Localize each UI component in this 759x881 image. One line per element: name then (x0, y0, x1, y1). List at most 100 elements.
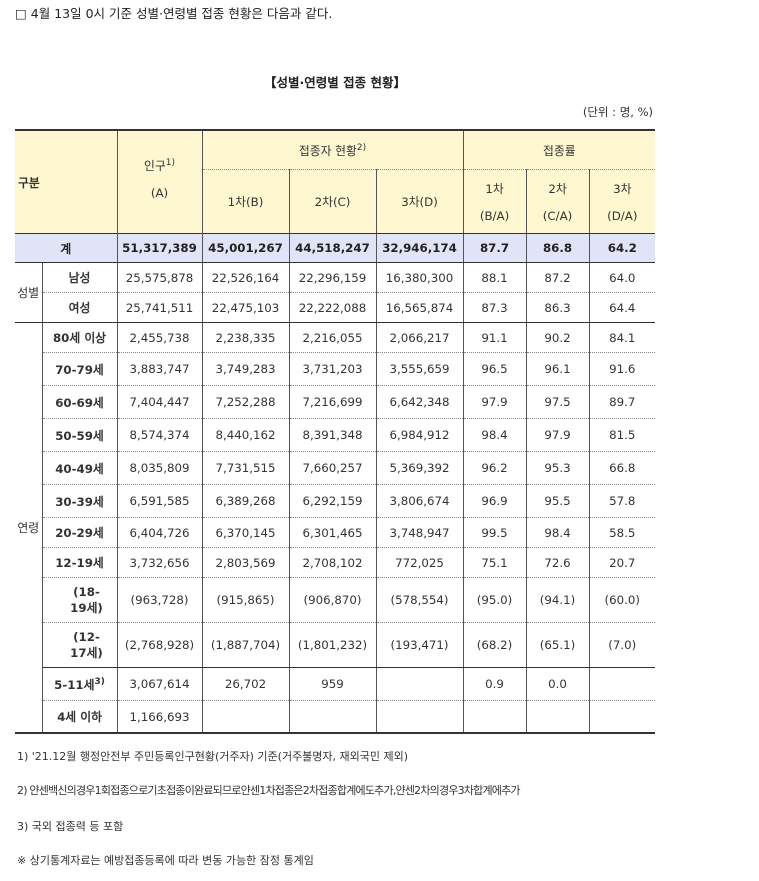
cell: 88.1 (462, 262, 527, 293)
cell: 64.4 (588, 292, 656, 323)
total-label: 계 (15, 233, 118, 263)
table-row: 40-49세 8,035,809 7,731,515 7,660,257 5,3… (15, 451, 656, 485)
cell: 75.1 (462, 547, 527, 578)
cell: 3,067,614 (116, 667, 203, 701)
sex-group-label: 성별 (15, 262, 43, 323)
cell: 97.9 (462, 385, 527, 419)
cell: 96.1 (525, 352, 590, 386)
row-label: 80세 이상 (41, 322, 118, 353)
total-d1: 45,001,267 (201, 233, 290, 263)
table-row: (18- 19세) (963,728) (915,865) (906,870) (… (15, 577, 656, 623)
rate2-header: 2차 (C/A) (525, 169, 590, 234)
cell: 8,035,809 (116, 451, 203, 485)
cell: 96.5 (462, 352, 527, 386)
cell: 22,222,088 (288, 292, 377, 323)
table-row: 성별 남성 25,575,878 22,526,164 22,296,159 1… (15, 262, 656, 323)
cell: 58.5 (588, 517, 656, 548)
cell: 95.3 (525, 451, 590, 485)
cell: 3,749,283 (201, 352, 290, 386)
cell (525, 700, 590, 734)
cell: (68.2) (462, 622, 527, 668)
cell: 3,883,747 (116, 352, 203, 386)
cell: 7,731,515 (201, 451, 290, 485)
cell (375, 700, 464, 734)
cell: 86.3 (525, 292, 590, 323)
total-row: 계 51,317,389 45,001,267 44,518,247 32,94… (15, 233, 656, 263)
cell: 3,732,656 (116, 547, 203, 578)
table-row: 30-39세 6,591,585 6,389,268 6,292,159 3,8… (15, 484, 656, 518)
footnote-2: 2) 얀센백신의경우1회접종으로기초접종이완료되므로얀센1차접종은2차접종합계에… (17, 784, 521, 797)
total-r3: 64.2 (588, 233, 656, 263)
cell: 959 (288, 667, 377, 701)
cell: 6,301,465 (288, 517, 377, 548)
cell: 6,389,268 (201, 484, 290, 518)
footnote-4: ※ 상기통계자료는 예방접종등록에 따라 변동 가능한 잠정 통계임 (17, 854, 314, 867)
cell (288, 700, 377, 734)
cell: 87.3 (462, 292, 527, 323)
cell: 72.6 (525, 547, 590, 578)
row-label: 여성 (41, 292, 118, 323)
cell (375, 667, 464, 701)
cell: 22,296,159 (288, 262, 377, 293)
header-row-2: 1차(B) 2차(C) 3차(D) 1차 (B/A) 2차 (C/A) 3차 (D/A… (15, 169, 656, 234)
vaccinated-header: 접종자 현황2) (201, 129, 464, 170)
row-label: 남성 (41, 262, 118, 293)
total-r2: 86.8 (525, 233, 590, 263)
cell: 2,238,335 (201, 322, 290, 353)
cell: 6,404,726 (116, 517, 203, 548)
rate3-header: 3차 (D/A) (588, 169, 656, 234)
cell: (7.0) (588, 622, 656, 668)
table-row: 5-11세3) 3,067,614 26,702 959 0.9 0.0 (15, 667, 656, 701)
cell: 90.2 (525, 322, 590, 353)
cell: (578,554) (375, 577, 464, 623)
cell: 84.1 (588, 322, 656, 353)
cell: 7,660,257 (288, 451, 377, 485)
cell: (94.1) (525, 577, 590, 623)
cell: 6,642,348 (375, 385, 464, 419)
cell: 2,455,738 (116, 322, 203, 353)
cell: 95.5 (525, 484, 590, 518)
cell: 7,404,447 (116, 385, 203, 419)
cell: 6,591,585 (116, 484, 203, 518)
cell: 66.8 (588, 451, 656, 485)
cell: 6,984,912 (375, 418, 464, 452)
table-row: 12-19세 3,732,656 2,803,569 2,708,102 772… (15, 547, 656, 578)
total-d3: 32,946,174 (375, 233, 464, 263)
cell: (1,801,232) (288, 622, 377, 668)
cell: 98.4 (462, 418, 527, 452)
table-row: (12- 17세) (2,768,928) (1,887,704) (1,801,… (15, 622, 656, 668)
cell: 97.9 (525, 418, 590, 452)
cell: 8,391,348 (288, 418, 377, 452)
rate-header: 접종률 (462, 129, 656, 170)
cell: 98.4 (525, 517, 590, 548)
cell: (915,865) (201, 577, 290, 623)
cell: 87.2 (525, 262, 590, 293)
cell: 3,555,659 (375, 352, 464, 386)
dose3-header: 3차(D) (375, 169, 464, 234)
row-label: (12- 17세) (41, 622, 118, 668)
cell: 99.5 (462, 517, 527, 548)
cell: 81.5 (588, 418, 656, 452)
row-label: 50-59세 (41, 418, 118, 452)
cell: (1,887,704) (201, 622, 290, 668)
cell: 1,166,693 (116, 700, 203, 734)
cell: 97.5 (525, 385, 590, 419)
total-r1: 87.7 (462, 233, 527, 263)
cell: 8,440,162 (201, 418, 290, 452)
dose1-header: 1차(B) (201, 169, 290, 234)
table-row: 여성 25,741,511 22,475,103 22,222,088 16,5… (15, 292, 656, 323)
row-label: 70-79세 (41, 352, 118, 386)
cell: 25,575,878 (116, 262, 203, 293)
cell: 25,741,511 (116, 292, 203, 323)
cell: 96.9 (462, 484, 527, 518)
cell: 8,574,374 (116, 418, 203, 452)
total-pop: 51,317,389 (116, 233, 203, 263)
cell: (193,471) (375, 622, 464, 668)
dose2-header: 2차(C) (288, 169, 377, 234)
cell: 22,526,164 (201, 262, 290, 293)
cell: 16,565,874 (375, 292, 464, 323)
intro-text: □ 4월 13일 0시 기준 성별·연령별 접종 현황은 다음과 같다. (15, 6, 333, 21)
cell: 0.0 (525, 667, 590, 701)
cell: (906,870) (288, 577, 377, 623)
cell: 91.1 (462, 322, 527, 353)
